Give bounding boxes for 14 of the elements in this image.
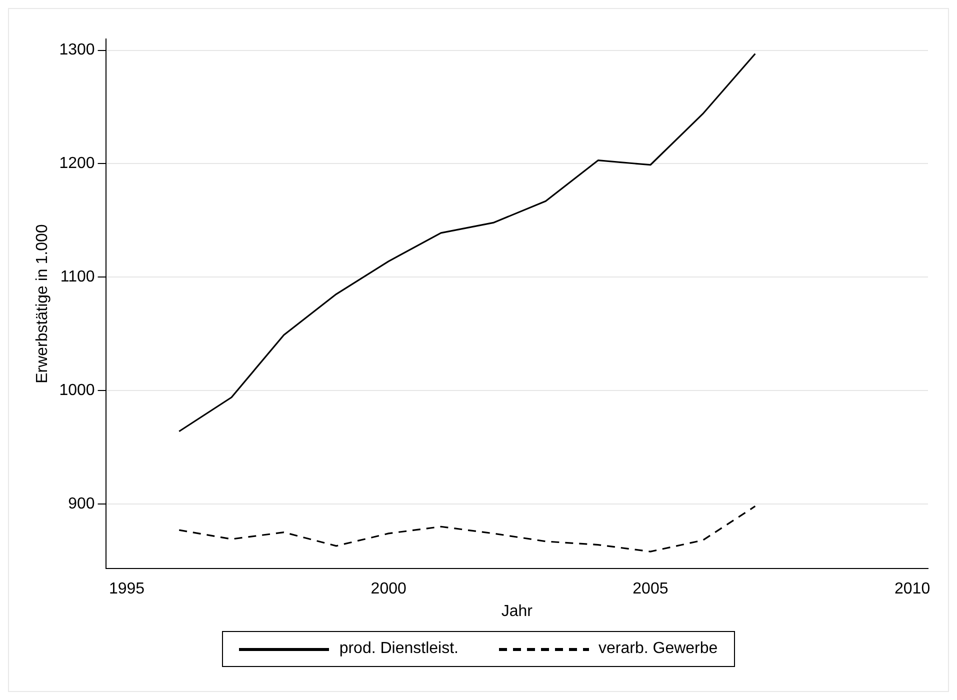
y-tick-label: 1300 [59,42,95,59]
y-tick-label: 1100 [60,268,95,286]
y-tick-label: 900 [68,495,95,512]
x-tick-label: 2000 [370,580,406,598]
x-tick-label: 1995 [108,580,145,598]
y-axis-title: Erwerbstätige in 1.000 [34,224,52,384]
x-tick-label: 2005 [632,580,668,598]
legend-label: prod. Dienstleist. [339,640,458,658]
x-tick-label: 2010 [894,580,930,598]
y-tick-label: 1000 [59,382,95,399]
y-tick-label: 1200 [59,155,95,172]
x-axis-title: Jahr [501,602,534,620]
legend-label: verarb. Gewerbe [598,640,718,658]
line-series [178,505,756,552]
